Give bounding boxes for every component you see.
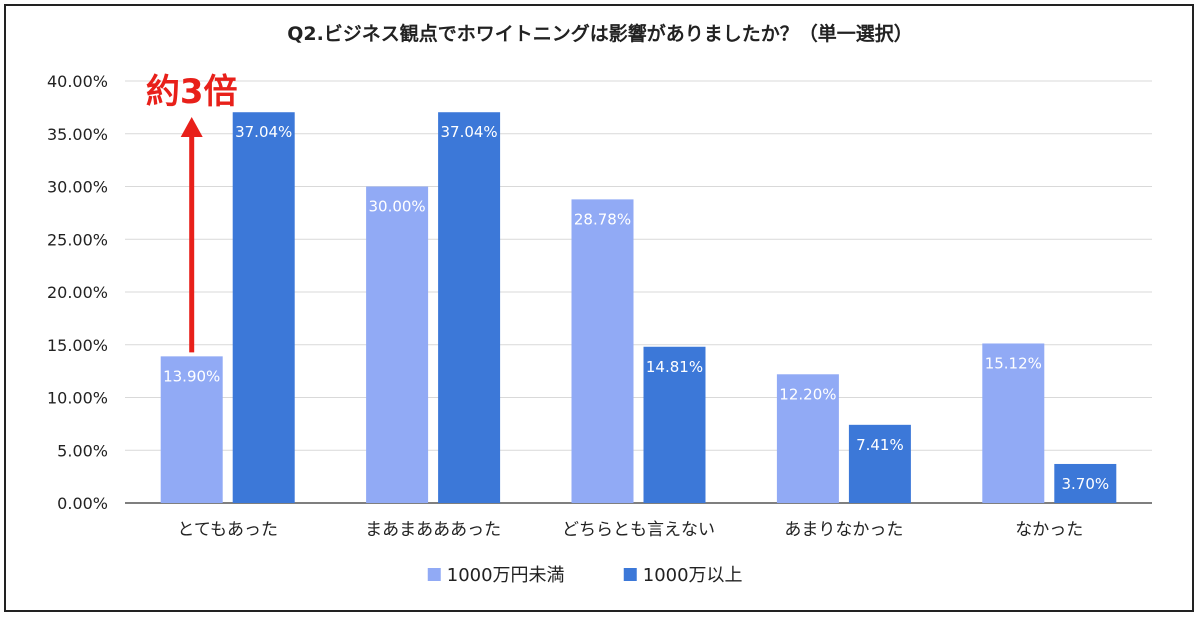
y-tick-label: 40.00% bbox=[47, 72, 108, 91]
bar bbox=[982, 343, 1045, 503]
bar bbox=[776, 374, 839, 503]
x-tick-label: とてもあった bbox=[177, 520, 278, 540]
bar bbox=[438, 112, 501, 503]
data-label: 37.04% bbox=[440, 123, 497, 141]
bar bbox=[232, 112, 295, 503]
data-label: 30.00% bbox=[368, 198, 425, 216]
data-label: 13.90% bbox=[163, 367, 220, 385]
legend-swatch bbox=[427, 568, 441, 581]
data-label: 3.70% bbox=[1061, 475, 1109, 493]
y-tick-label: 15.00% bbox=[47, 336, 108, 355]
legend: 1000万円未満 1000万以上 bbox=[427, 565, 743, 586]
data-label: 7.41% bbox=[856, 436, 904, 454]
y-tick-label: 25.00% bbox=[47, 230, 108, 249]
legend-swatch bbox=[623, 568, 637, 581]
legend-label: 1000万以上 bbox=[643, 565, 743, 586]
bar bbox=[1054, 463, 1117, 503]
annotation: 約3倍 bbox=[146, 72, 238, 353]
y-tick-label: 35.00% bbox=[47, 125, 108, 144]
x-tick-label: まあまあああった bbox=[365, 520, 501, 540]
annotation-text: 約3倍 bbox=[146, 72, 238, 112]
y-tick-label: 0.00% bbox=[57, 494, 108, 513]
gridlines bbox=[125, 80, 1152, 504]
data-label: 28.78% bbox=[574, 210, 631, 228]
y-tick-label: 5.00% bbox=[57, 441, 108, 460]
annotation-arrow-head bbox=[180, 117, 203, 137]
data-label: 37.04% bbox=[235, 123, 292, 141]
bar bbox=[848, 424, 911, 503]
data-label: 14.81% bbox=[646, 358, 703, 376]
bars: 13.90% 37.04% 30.00% 37.04% 28.78% 14.81% 12.2… bbox=[160, 112, 1117, 503]
legend-label: 1000万円未満 bbox=[447, 565, 565, 586]
y-tick-label: 20.00% bbox=[47, 283, 108, 302]
x-axis: とてもあった まあまあああった どちらとも言えない あまりなかった なかった bbox=[177, 520, 1083, 540]
x-tick-label: あまりなかった bbox=[784, 520, 903, 540]
data-label: 12.20% bbox=[779, 385, 836, 403]
x-tick-label: どちらとも言えない bbox=[562, 520, 715, 540]
bar bbox=[160, 356, 223, 503]
chart-title: Q2.ビジネス観点でホワイトニングは影響がありましたか？（単一選択） bbox=[287, 22, 913, 45]
bar bbox=[571, 199, 634, 503]
x-tick-label: なかった bbox=[1015, 520, 1083, 540]
y-axis: 0.00% 5.00% 10.00% 15.00% 20.00% 25.00% 30.00%… bbox=[47, 72, 108, 513]
bar bbox=[643, 346, 706, 503]
y-tick-label: 10.00% bbox=[47, 389, 108, 408]
bar bbox=[366, 186, 429, 503]
y-tick-label: 30.00% bbox=[47, 178, 108, 197]
data-label: 15.12% bbox=[985, 354, 1042, 372]
